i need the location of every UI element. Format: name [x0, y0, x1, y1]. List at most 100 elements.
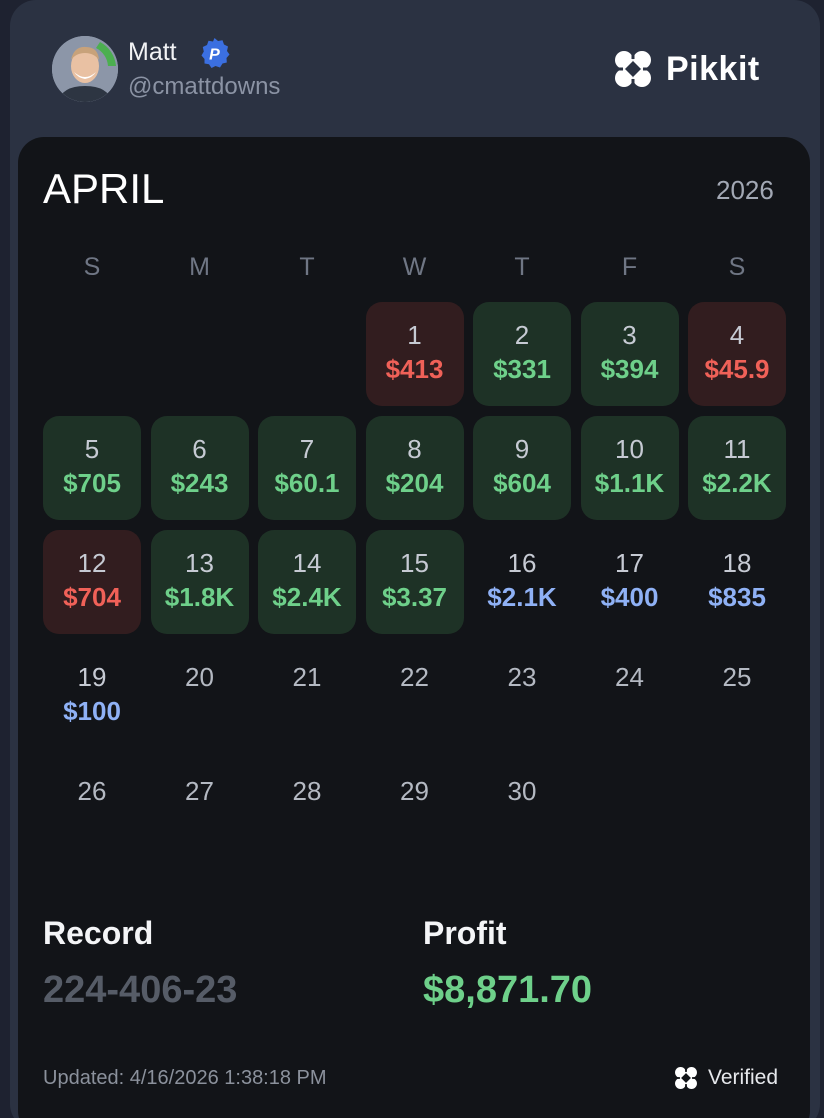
day-number: 25 [722, 662, 752, 692]
day-number: 8 [407, 434, 422, 464]
calendar-day-13[interactable]: 13 $1.8K [150, 530, 249, 634]
day-amount: $704 [63, 582, 121, 613]
day-number: 1 [407, 320, 422, 350]
weekday-fri: F [621, 253, 638, 281]
calendar-day-24[interactable]: 24 [581, 644, 679, 748]
profit-value: $8,871.70 [423, 969, 593, 1011]
year-label: 2026 [716, 175, 774, 205]
day-number: 7 [299, 434, 315, 464]
calendar-day-6[interactable]: 6 $243 [150, 416, 249, 520]
day-amount: $243 [170, 468, 229, 499]
weekday-sun: S [83, 253, 101, 281]
day-amount: $705 [63, 468, 121, 499]
day-number: 22 [400, 662, 429, 692]
avatar [52, 36, 118, 102]
day-number: 29 [400, 776, 429, 806]
day-number: 24 [615, 662, 644, 692]
day-number: 19 [77, 662, 107, 692]
day-number: 28 [292, 776, 322, 806]
day-amount: $1.1K [594, 468, 665, 499]
calendar-day-28[interactable]: 28 [258, 758, 356, 862]
day-amount: $2.1K [487, 582, 557, 613]
day-amount: $2.4K [272, 582, 342, 613]
day-amount: $204 [385, 468, 444, 499]
calendar-day-2[interactable]: 2 $331 [473, 302, 571, 406]
calendar-day-14[interactable]: 14 $2.4K [258, 530, 356, 634]
day-number: 12 [77, 548, 107, 578]
calendar-day-3[interactable]: 3 $394 [580, 302, 679, 406]
brand-name: Pikkit [666, 49, 760, 88]
day-amount: $835 [708, 582, 766, 613]
day-amount: $60.1 [274, 468, 340, 499]
brand-logo: Pikkit [610, 46, 760, 92]
day-amount: $100 [63, 696, 121, 727]
verified-pro-badge-icon: P [198, 37, 231, 70]
day-amount: $413 [385, 354, 444, 385]
day-number: 14 [292, 548, 322, 578]
calendar-day-5[interactable]: 5 $705 [43, 416, 141, 520]
day-number: 15 [400, 548, 429, 578]
day-number: 26 [77, 776, 107, 806]
day-number: 27 [185, 776, 214, 806]
profit-label: Profit [423, 915, 507, 951]
day-amount: $400 [600, 582, 659, 613]
day-number: 16 [507, 548, 537, 578]
calendar-day-1[interactable]: 1 $413 [365, 302, 464, 406]
calendar-day-7[interactable]: 7 $60.1 [258, 416, 356, 520]
calendar-day-4[interactable]: 4 $45.9 [688, 302, 786, 406]
day-number: 30 [507, 776, 537, 806]
calendar-day-15[interactable]: 15 $3.37 [365, 530, 464, 634]
user-handle: @cmattdowns [128, 73, 281, 100]
weekday-wed: W [402, 253, 427, 281]
weekday-tue: T [299, 253, 315, 281]
day-number: 17 [615, 548, 644, 578]
month-title: APRIL [43, 165, 165, 212]
calendar-day-16[interactable]: 16 $2.1K [473, 530, 571, 634]
badge-letter: P [209, 47, 220, 64]
calendar-day-20[interactable]: 20 [151, 644, 249, 748]
calendar-day-11[interactable]: 11 $2.2K [688, 416, 786, 520]
calendar-day-22[interactable]: 22 [366, 644, 464, 748]
day-amount: $2.2K [702, 468, 772, 499]
weekday-sat: S [728, 253, 746, 281]
record-label: Record [43, 915, 154, 951]
day-number: 23 [507, 662, 537, 692]
calendar-day-9[interactable]: 9 $604 [473, 416, 571, 520]
calendar-day-30[interactable]: 30 [473, 758, 571, 862]
calendar-day-21[interactable]: 21 [258, 644, 356, 748]
day-number: 18 [722, 548, 752, 578]
calendar-day-23[interactable]: 23 [473, 644, 571, 748]
clover-icon [612, 48, 654, 90]
calendar-day-10[interactable]: 10 $1.1K [580, 416, 679, 520]
day-number: 9 [514, 434, 530, 464]
calendar-day-26[interactable]: 26 [43, 758, 141, 862]
weekday-thu: T [514, 253, 530, 281]
day-number: 3 [622, 320, 637, 350]
calendar-day-27[interactable]: 27 [151, 758, 249, 862]
clover-icon [673, 1065, 699, 1091]
day-number: 21 [292, 662, 322, 692]
updated-timestamp: Updated: 4/16/2026 1:38:18 PM [43, 1067, 327, 1089]
user-name: Matt [128, 38, 177, 66]
calendar-day-18[interactable]: 18 $835 [688, 530, 786, 634]
day-number: 4 [729, 320, 745, 350]
weekday-mon: M [189, 253, 210, 281]
day-number: 5 [84, 434, 100, 464]
calendar-day-25[interactable]: 25 [688, 644, 786, 748]
day-number: 6 [192, 434, 207, 464]
calendar-day-29[interactable]: 29 [366, 758, 464, 862]
day-number: 13 [185, 548, 214, 578]
day-number: 20 [185, 662, 214, 692]
day-amount: $3.37 [381, 582, 448, 613]
day-number: 11 [723, 434, 751, 464]
calendar-day-8[interactable]: 8 $204 [365, 416, 464, 520]
day-amount: $394 [600, 354, 659, 385]
day-amount: $1.8K [164, 582, 235, 613]
calendar-day-12[interactable]: 12 $704 [43, 530, 141, 634]
day-amount: $45.9 [704, 354, 770, 385]
day-number: 2 [514, 320, 530, 350]
record-value: 224-406-23 [43, 969, 238, 1011]
calendar-day-17[interactable]: 17 $400 [581, 530, 679, 634]
day-amount: $331 [493, 354, 551, 385]
calendar-day-19[interactable]: 19 $100 [43, 644, 141, 748]
